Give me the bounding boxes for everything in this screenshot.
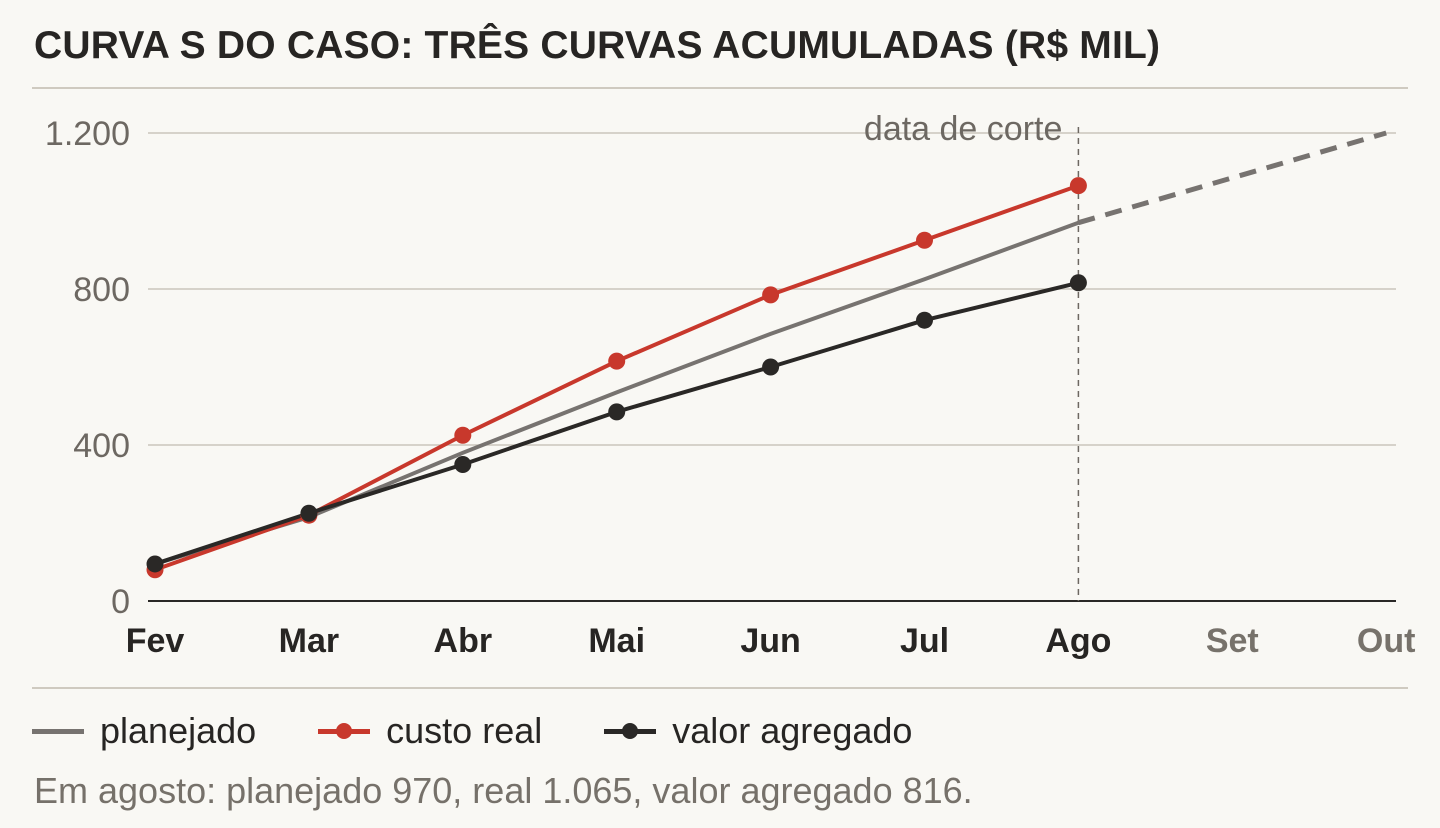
cutoff-label: data de corte bbox=[864, 110, 1062, 148]
legend-swatch-valor-agregado bbox=[604, 721, 657, 741]
series-line-custo-real bbox=[153, 183, 1081, 572]
y-tick-label-1200: 1.200 bbox=[45, 115, 130, 153]
legend-item-custo-real: custo real bbox=[318, 710, 542, 752]
legend-label-custo-real: custo real bbox=[386, 710, 543, 751]
line-chart: 0 400 800 1.200 Fev Mar Abr Mai Jun Jul Ago Set Out d… bbox=[45, 110, 1416, 660]
series-point-valor-agregado-jun bbox=[762, 358, 780, 376]
series-projection-planejado bbox=[1077, 130, 1387, 226]
x-tick-label-set: Set bbox=[1206, 622, 1259, 660]
series-point-custo-real-ago bbox=[1069, 177, 1087, 195]
x-tick-label-abr: Abr bbox=[434, 622, 493, 660]
legend-label-valor-agregado: valor agregado bbox=[672, 710, 913, 751]
series-point-custo-real-jun bbox=[762, 286, 780, 304]
y-tick-label-800: 800 bbox=[73, 271, 130, 309]
series-point-valor-agregado-fev bbox=[146, 555, 164, 573]
series-point-valor-agregado-jul bbox=[916, 311, 933, 329]
legend-dot-valor-agregado bbox=[622, 723, 639, 739]
chart-title: CURVA S DO CASO: TRÊS CURVAS ACUMULADAS … bbox=[34, 24, 1161, 67]
x-tick-label-mai: Mai bbox=[588, 622, 645, 660]
series-point-valor-agregado-ago bbox=[1069, 274, 1087, 292]
legend-item-planejado: planejado bbox=[32, 710, 256, 752]
series-point-custo-real-abr bbox=[454, 426, 472, 444]
top-divider bbox=[32, 87, 1408, 89]
series-point-valor-agregado-mai bbox=[608, 403, 626, 421]
legend-swatch-custo-real bbox=[318, 721, 371, 741]
legend: planejado custo real valor agregado bbox=[32, 706, 974, 756]
x-tick-label-jul: Jul bbox=[900, 622, 949, 660]
legend-label-planejado: planejado bbox=[100, 710, 257, 751]
series-line-planejado bbox=[153, 220, 1081, 566]
legend-swatch-planejado bbox=[32, 721, 84, 741]
x-tick-label-jun: Jun bbox=[740, 622, 800, 660]
x-tick-label-out: Out bbox=[1357, 622, 1416, 660]
series-point-valor-agregado-abr bbox=[454, 456, 472, 473]
y-tick-label-400: 400 bbox=[73, 427, 130, 465]
series-point-custo-real-mai bbox=[608, 352, 626, 370]
x-tick-label-fev: Fev bbox=[126, 622, 185, 660]
legend-dot-custo-real bbox=[336, 723, 353, 739]
y-tick-label-0: 0 bbox=[111, 583, 130, 621]
x-tick-label-mar: Mar bbox=[279, 622, 339, 660]
series-point-valor-agregado-mar bbox=[300, 504, 318, 522]
bottom-divider bbox=[32, 687, 1408, 689]
x-tick-label-ago: Ago bbox=[1045, 622, 1111, 660]
legend-line-planejado bbox=[32, 729, 84, 734]
series-point-custo-real-jul bbox=[916, 231, 933, 249]
summary-note: Em agosto: planejado 970, real 1.065, va… bbox=[34, 770, 973, 811]
legend-item-valor-agregado: valor agregado bbox=[604, 710, 912, 752]
